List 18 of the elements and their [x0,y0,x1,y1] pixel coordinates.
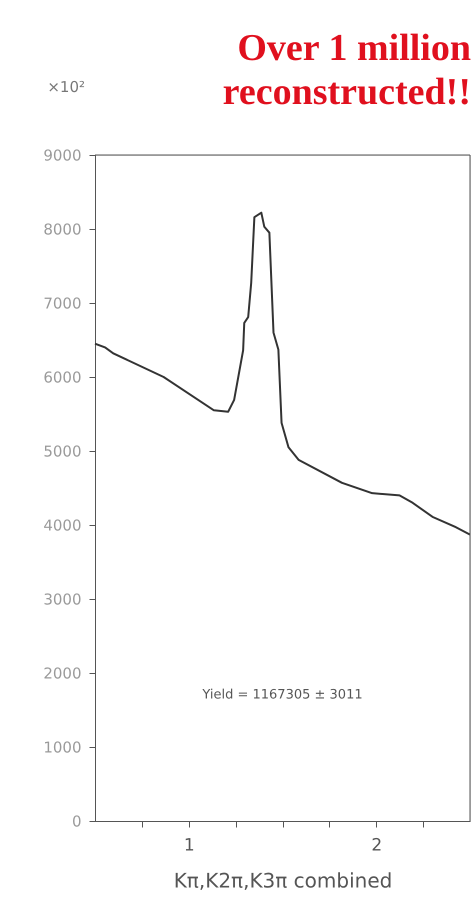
y-tick-label: 2000 [43,664,82,682]
y-tick-label: 7000 [43,294,82,312]
y-tick-label: 4000 [43,516,82,534]
line-series [94,212,471,536]
y-tick-label: 8000 [43,220,82,238]
x-axis-title: Kπ,K2π,K3π combined [174,868,392,892]
y-tick-label: 3000 [43,590,82,608]
text: Over 1 million [237,27,471,69]
x-tick-label: 1 [184,836,195,856]
y-tick-label: 5000 [43,442,82,460]
y-tick-label: 6000 [43,368,82,386]
y-tick-label: 0 [72,812,82,830]
text: ×10² [47,78,85,96]
x-tick-label: 2 [371,836,382,856]
text: reconstructed!! [222,71,471,113]
y-tick-label: 9000 [43,146,82,164]
annotation: Yield = 1167305 ± 3011 [201,687,363,702]
y-tick-label: 1000 [43,738,82,756]
